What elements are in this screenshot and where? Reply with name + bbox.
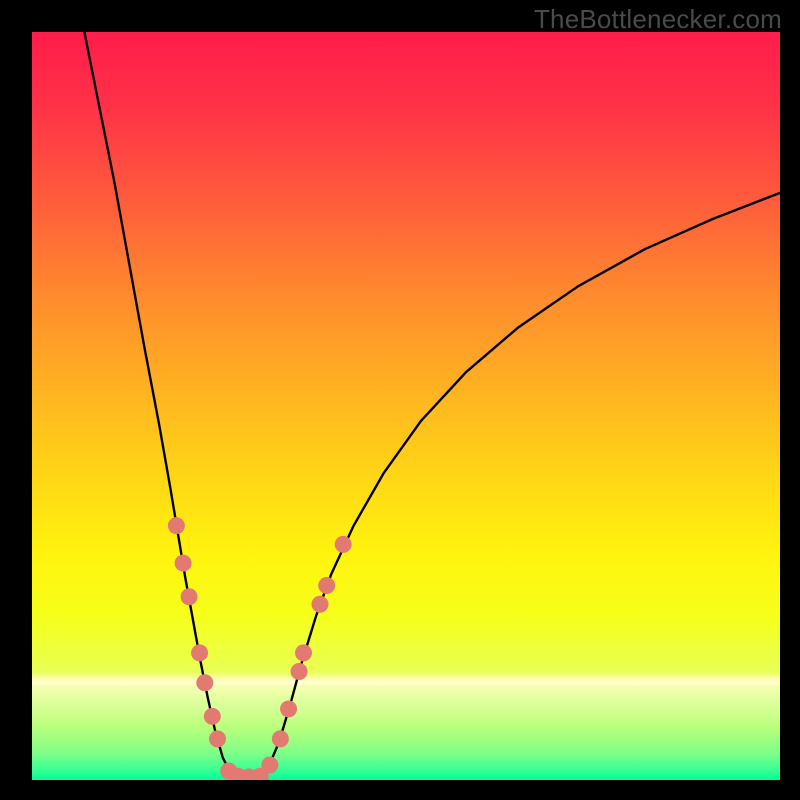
marker-point <box>295 644 312 661</box>
marker-point <box>196 674 213 691</box>
marker-point <box>311 596 328 613</box>
marker-point <box>168 517 185 534</box>
marker-point <box>204 708 221 725</box>
curve-right <box>260 193 780 778</box>
marker-point <box>191 644 208 661</box>
curve-layer <box>32 32 780 780</box>
curve-left <box>84 32 237 778</box>
watermark-text: TheBottlenecker.com <box>534 4 782 35</box>
marker-point <box>272 730 289 747</box>
marker-point <box>181 588 198 605</box>
marker-point <box>318 577 335 594</box>
marker-point <box>209 730 226 747</box>
plot-area <box>32 32 780 780</box>
marker-point <box>291 663 308 680</box>
marker-point <box>175 555 192 572</box>
marker-point <box>280 700 297 717</box>
marker-point <box>261 757 278 774</box>
marker-point <box>335 536 352 553</box>
